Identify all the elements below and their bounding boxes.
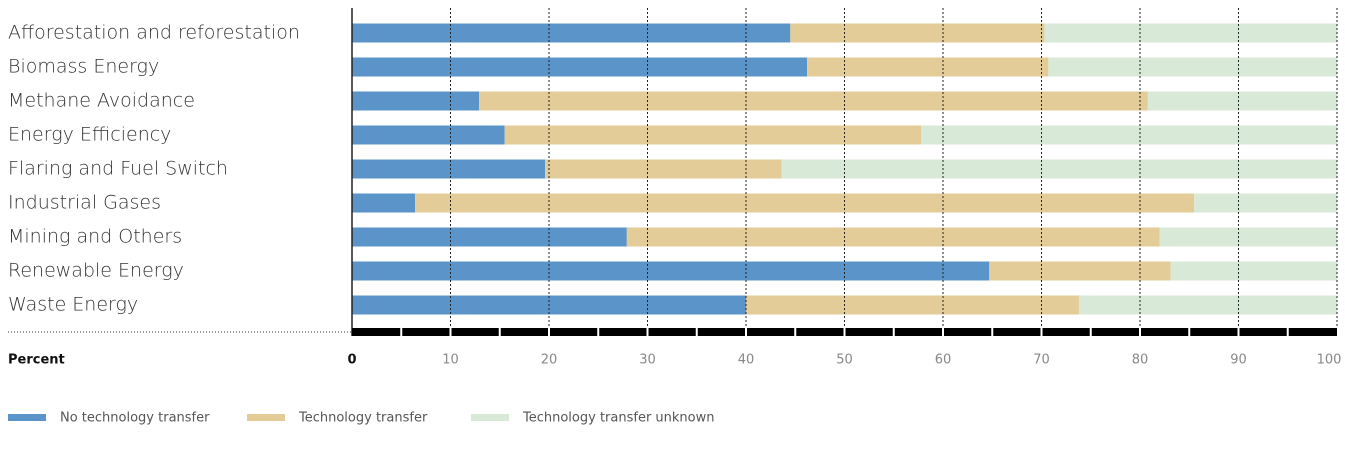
x-tick-label: 60: [935, 353, 952, 368]
bar-segment: [352, 261, 990, 281]
bar-segment: [781, 159, 1337, 179]
x-tick-label: 0: [347, 353, 356, 368]
bar-segment: [626, 227, 1160, 247]
bar-segment: [352, 193, 416, 213]
x-tick-label: 50: [836, 353, 853, 368]
legend-swatch: [8, 414, 46, 421]
bar-segment: [352, 159, 546, 179]
bar-segment: [352, 227, 627, 247]
bar-segment: [1078, 295, 1337, 315]
bar-segment: [352, 23, 791, 43]
bar-segment: [352, 125, 505, 145]
bar-segment: [1159, 227, 1337, 247]
category-label: Waste Energy: [8, 294, 138, 316]
x-tick-label: 70: [1033, 353, 1050, 368]
bar-segment: [790, 23, 1045, 43]
legend-swatch: [471, 414, 509, 421]
x-tick-label: 90: [1230, 353, 1247, 368]
bar-segment: [479, 91, 1148, 111]
category-label: Mining and Others: [8, 226, 182, 248]
x-tick-label: 20: [541, 353, 558, 368]
bar-segment: [921, 125, 1337, 145]
category-label: Biomass Energy: [8, 56, 159, 78]
x-tick-label: 80: [1132, 353, 1149, 368]
bar-segment: [746, 295, 1079, 315]
bar-segment: [1048, 57, 1337, 77]
bar-segment: [807, 57, 1049, 77]
category-label: Industrial Gases: [8, 192, 161, 214]
bar-segment: [352, 57, 808, 77]
bar-segment: [545, 159, 782, 179]
x-axis-label: Percent: [8, 353, 65, 368]
category-label: Afforestation and reforestation: [8, 22, 300, 44]
category-label: Energy Efficiency: [8, 124, 171, 146]
category-label: Renewable Energy: [8, 260, 184, 282]
bar-segment: [1044, 23, 1337, 43]
legend-label: No technology transfer: [60, 411, 210, 426]
bar-segment: [1147, 91, 1337, 111]
category-label: Flaring and Fuel Switch: [8, 158, 228, 180]
bar-segment: [1194, 193, 1337, 213]
bar-segment: [504, 125, 922, 145]
x-tick-label: 40: [738, 353, 755, 368]
bar-segment: [415, 193, 1195, 213]
x-tick-label: 100: [1317, 353, 1342, 368]
legend-label: Technology transfer unknown: [522, 411, 715, 426]
category-label: Methane Avoidance: [8, 90, 195, 112]
legend-label: Technology transfer: [298, 411, 428, 426]
bar-segment: [352, 91, 480, 111]
x-tick-label: 10: [442, 353, 459, 368]
legend-swatch: [247, 414, 285, 421]
bar-segment: [1170, 261, 1337, 281]
bar-segment: [989, 261, 1171, 281]
x-tick-label: 30: [639, 353, 656, 368]
